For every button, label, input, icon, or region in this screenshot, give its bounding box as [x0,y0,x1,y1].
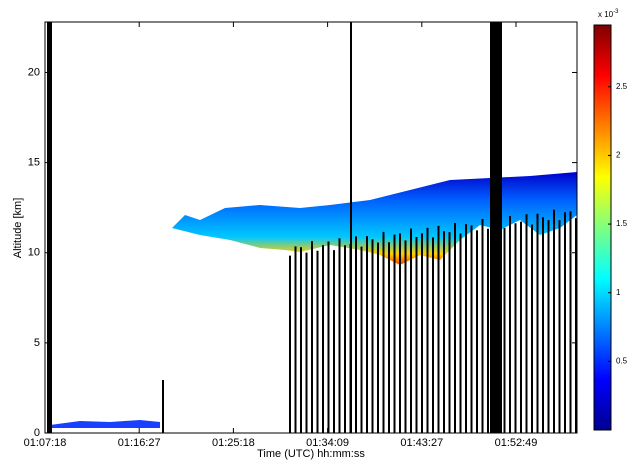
y-tick-label: 5 [34,337,40,349]
surface-layer [50,420,160,428]
y-tick-label: 20 [28,66,40,78]
y-axis-label: Altitude [km] [12,198,24,259]
x-tick-label: 01:43:27 [400,437,443,449]
x-tick-label: 01:34:09 [306,437,349,449]
colorbar [593,24,612,431]
colorbar-tick-label: 1.5 [616,219,628,228]
blocked-column [490,22,502,433]
plot-area [47,22,577,433]
colorbar-tick-label: 2 [616,151,621,160]
x-tick-label: 01:07:18 [24,437,67,449]
x-tick-label: 01:16:27 [118,437,161,449]
colorbar-scale: x 10-3 [598,9,619,20]
y-tick-label: 0 [34,427,40,439]
x-tick-label: 01:52:49 [495,437,538,449]
cloud-layer [172,172,577,265]
y-tick-label: 10 [28,247,40,259]
colorbar-tick-label: 0.5 [616,356,628,365]
colorbar-scale-exponent: -3 [613,9,619,15]
x-tick-label: 01:25:18 [212,437,255,449]
x-axis-label: Time (UTC) hh:mm:ss [257,448,365,460]
colorbar-tick-label: 2.5 [616,82,628,91]
y-tick-label: 15 [28,157,40,169]
blocked-column [47,22,52,433]
axes-box [44,21,578,434]
colorbar-scale-base: x 10 [598,10,614,19]
colorbar-tick-label: 1 [616,288,621,297]
